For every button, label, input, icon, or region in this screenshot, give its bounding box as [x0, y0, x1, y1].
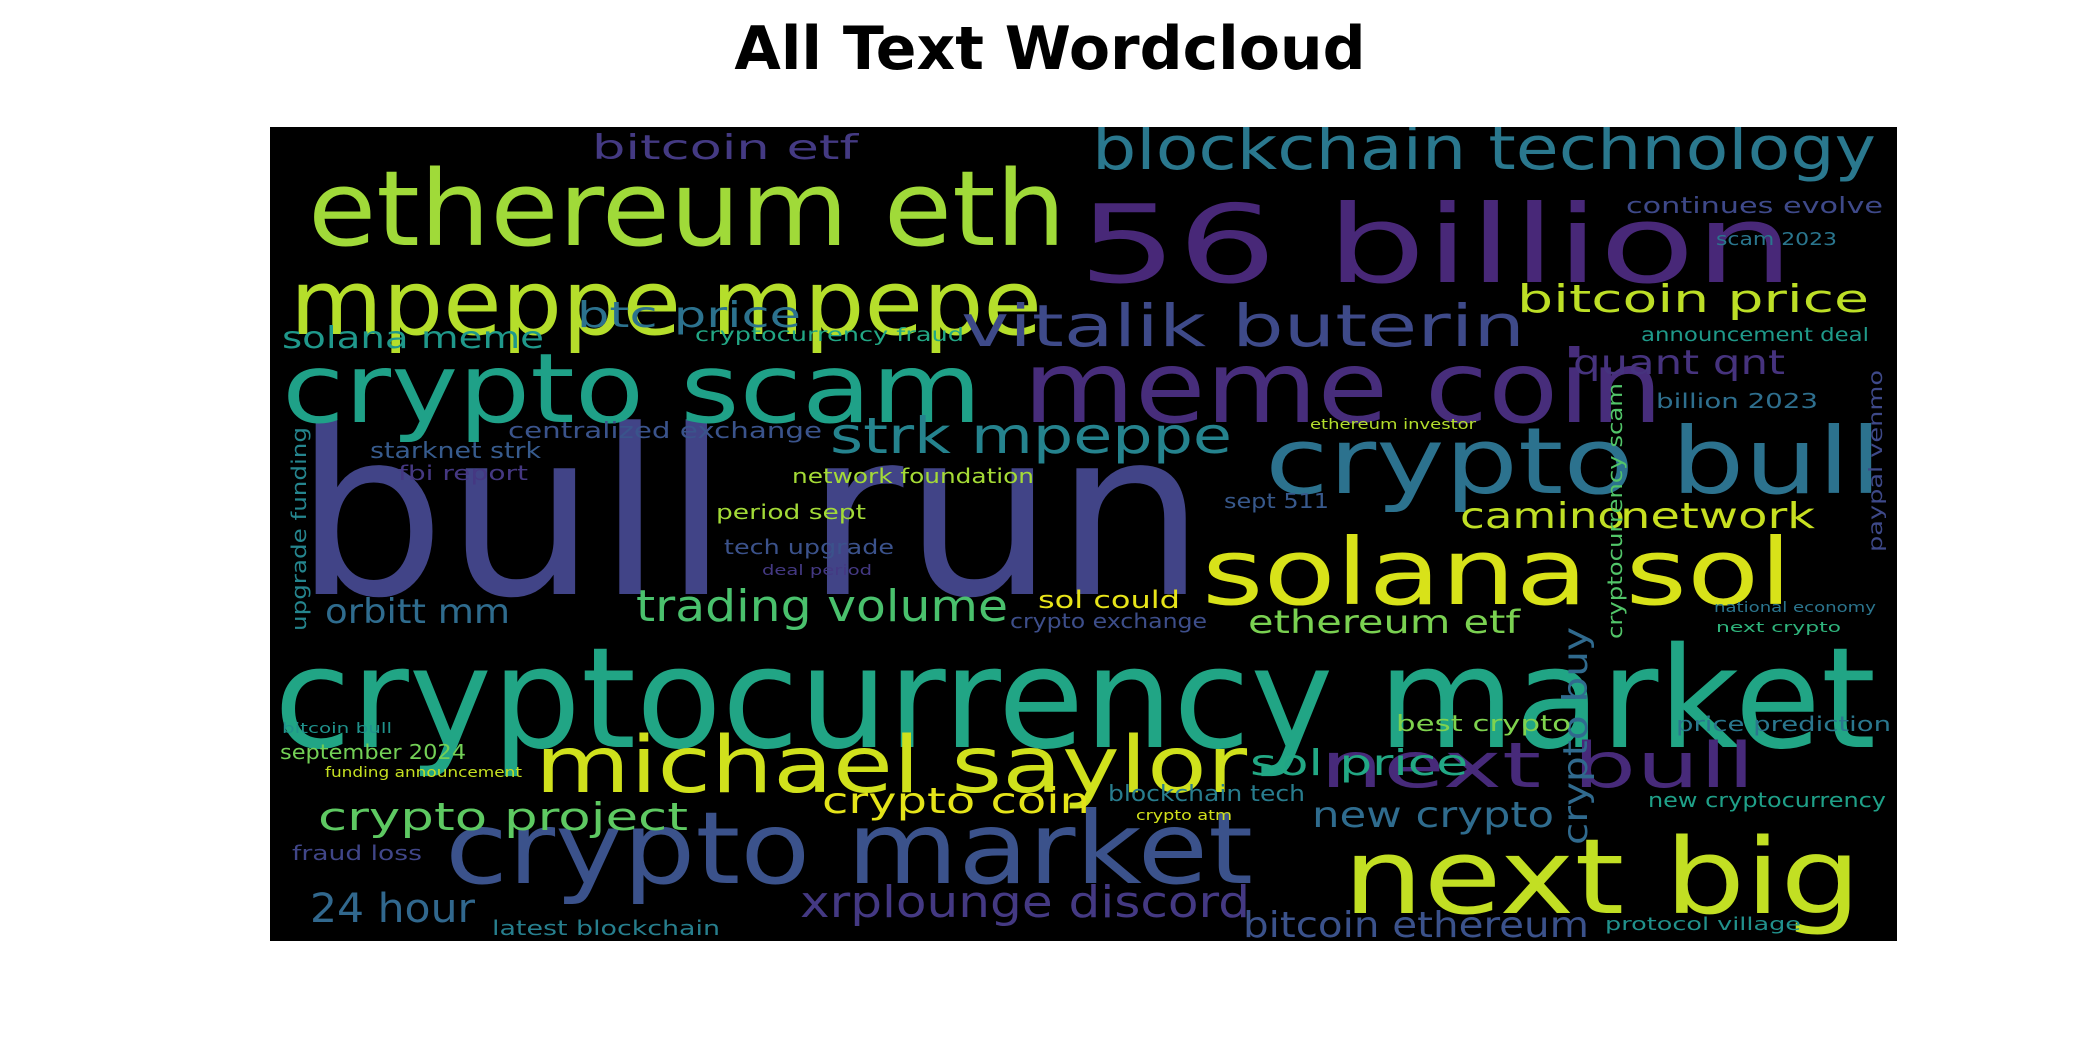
word-crypto-market: crypto market [445, 790, 1253, 907]
word-bitcoin-ethereum: bitcoin ethereum [1243, 905, 1589, 941]
word-camino: camino [1460, 496, 1625, 537]
word-ethereum-eth: ethereum eth [308, 148, 1066, 270]
word-crypto-atm: crypto atm [1136, 808, 1232, 824]
word-september-2024: september 2024 [280, 740, 466, 764]
word-continues-evolve: continues evolve [1626, 194, 1883, 219]
word-sept-511: sept 511 [1224, 489, 1329, 513]
word-billion-2023: billion 2023 [1656, 389, 1818, 413]
word-crypto-scam: crypto scam [282, 333, 982, 445]
word-protocol-village: protocol village [1605, 914, 1801, 935]
word-scam-2023: scam 2023 [1716, 229, 1837, 250]
word-solana-meme: solana meme [282, 321, 544, 356]
word-ethereum-etf: ethereum etf [1248, 603, 1521, 641]
word-crypto-buy: crypto buy [1556, 627, 1596, 845]
word-sol-could: sol could [1038, 586, 1180, 614]
word-strk-mpeppe: strk mpeppe [830, 407, 1232, 465]
word-crypto-project: crypto project [318, 795, 688, 839]
word-vitalik-buterin: vitalik buterin [961, 292, 1525, 360]
word-bull-run: bull run [294, 382, 1206, 649]
word-upgrade-funding: upgrade funding [287, 427, 311, 631]
word-orbitt-mm: orbitt mm [325, 592, 510, 632]
word-tech-upgrade: tech upgrade [724, 535, 894, 559]
word-national-economy: national economy [1714, 600, 1876, 616]
chart-title: All Text Wordcloud [734, 14, 1366, 84]
word-best-crypto: best crypto [1396, 712, 1571, 737]
word-bitcoin-price: bitcoin price [1517, 277, 1869, 321]
word-xrplounge-discord: xrplounge discord [800, 877, 1250, 928]
word-quant-qnt: quant qnt [1573, 343, 1785, 383]
word-sol-price: sol price [1250, 743, 1468, 784]
word-cryptocurrency-fraud: cryptocurrency fraud [695, 324, 964, 346]
word-solana-sol: solana sol [1202, 519, 1792, 626]
word-network-foundation: network foundation [792, 464, 1034, 488]
wordcloud-canvas: bull run cryptocurrency market 56 billion m… [270, 127, 1897, 941]
word-network: network [1620, 496, 1815, 537]
word-crypto-exchange: crypto exchange [1010, 609, 1207, 633]
word-starknet-strk: starknet strk [370, 439, 541, 464]
word-deal-period: deal period [762, 563, 872, 579]
word-next-bull: next bull [1320, 729, 1755, 802]
word-bitcoin-bull: bitcoin bull [282, 721, 392, 737]
word-blockchain-tech: blockchain tech [1108, 782, 1305, 807]
word-centralized-exchange: centralized exchange [508, 419, 822, 444]
word-btc-price: btc price [577, 295, 801, 336]
word-bitcoin-etf: bitcoin etf [592, 128, 860, 168]
word-paypal-venmo: paypal venmo [1865, 370, 1887, 552]
word-new-crypto: new crypto [1312, 795, 1554, 836]
word-mpeppe-mpepe: mpeppe mpepe [290, 251, 1042, 356]
word-crypto-bull: crypto bull [1265, 408, 1882, 515]
word-period-sept: period sept [716, 500, 866, 524]
word-latest-blockchain: latest blockchain [492, 916, 720, 940]
word-next-big: next big [1343, 816, 1861, 938]
word-blockchain-technology: blockchain technology [1092, 127, 1876, 184]
word-cryptocurrency-scam: cryptocurrency scam [1603, 383, 1627, 639]
word-24-hour: 24 hour [310, 886, 476, 932]
word-announcement-deal: announcement deal [1641, 324, 1869, 346]
word-funding-announcement: funding announcement [325, 765, 523, 781]
word-new-cryptocurrency: new cryptocurrency [1648, 788, 1886, 812]
word-cryptocurrency-market: cryptocurrency market [274, 618, 1876, 781]
word-ethereum-investor: ethereum investor [1310, 417, 1476, 433]
word-michael-saylor: michael saylor [535, 721, 1248, 811]
word-meme-coin: meme coin [1023, 329, 1663, 446]
word-56-billion: 56 billion [1078, 183, 1794, 308]
word-fraud-loss: fraud loss [292, 841, 422, 865]
word-fbi-report: fbi report [398, 461, 528, 485]
word-trading-volume: trading volume [636, 581, 1008, 632]
word-next-crypto: next crypto [1716, 620, 1841, 636]
word-price-prediction: price prediction [1676, 712, 1891, 736]
word-crypto-coin: crypto coin [822, 781, 1090, 822]
